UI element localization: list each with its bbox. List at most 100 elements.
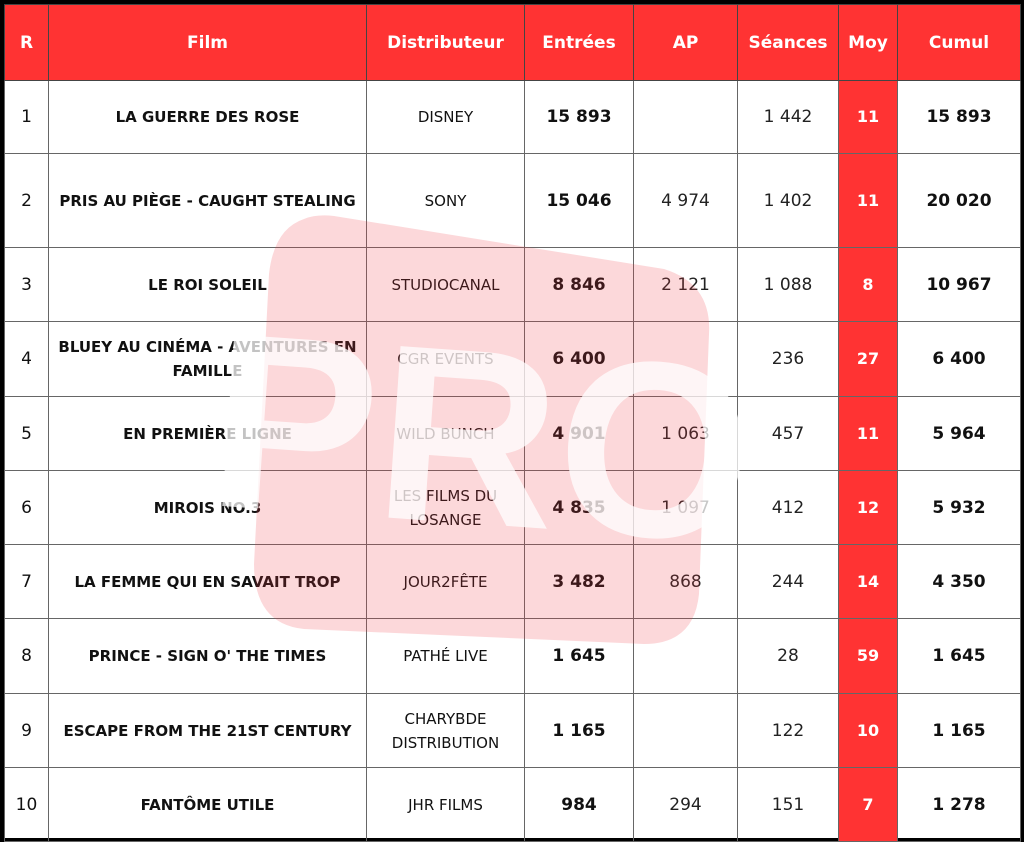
entries-cell: 15 893 [524,80,634,154]
screenings-cell: 122 [737,693,839,768]
screenings-cell: 244 [737,544,839,619]
table-row: 3 LE ROI SOLEIL STUDIOCANAL 8 846 2 121 1 088… [4,247,1021,322]
header-screenings: Séances [737,4,839,81]
entries-cell: 3 482 [524,544,634,619]
film-title-cell: PRINCE - SIGN O' THE TIMES [48,618,367,694]
ap-cell: 2 121 [633,247,738,322]
entries-cell: 1 645 [524,618,634,694]
average-cell: 11 [838,80,898,154]
table-row: 10 FANTÔME UTILE JHR FILMS 984 294 151 7 1 278 [4,767,1021,842]
distributor-cell: JOUR2FÊTE [366,544,525,619]
table-row: 4 BLUEY AU CINÉMA - AVENTURES EN FAMILLE C… [4,321,1021,397]
distributor-cell: STUDIOCANAL [366,247,525,322]
average-cell: 11 [838,153,898,248]
entries-cell: 8 846 [524,247,634,322]
header-row: R Film Distributeur Entrées AP Séances M… [4,4,1021,81]
film-title-cell: LA FEMME QUI EN SAVAIT TROP [48,544,367,619]
screenings-cell: 151 [737,767,839,842]
entries-cell: 984 [524,767,634,842]
rank-cell: 1 [4,80,49,154]
table-row: 2 PRIS AU PIÈGE - CAUGHT STEALING SONY 15 0… [4,153,1021,248]
rank-cell: 4 [4,321,49,397]
ap-cell [633,618,738,694]
average-cell: 14 [838,544,898,619]
cumulative-cell: 20 020 [897,153,1021,248]
header-distributor: Distributeur [366,4,525,81]
film-title-cell: ESCAPE FROM THE 21ST CENTURY [48,693,367,768]
box-office-table-container: R Film Distributeur Entrées AP Séances M… [4,4,1021,842]
film-title-cell: BLUEY AU CINÉMA - AVENTURES EN FAMILLE [48,321,367,397]
entries-cell: 6 400 [524,321,634,397]
film-title-cell: LA GUERRE DES ROSE [48,80,367,154]
average-cell: 11 [838,396,898,471]
distributor-cell: PATHÉ LIVE [366,618,525,694]
cumulative-cell: 5 932 [897,470,1021,545]
distributor-cell: CGR EVENTS [366,321,525,397]
ap-cell: 294 [633,767,738,842]
rank-cell: 7 [4,544,49,619]
entries-cell: 4 901 [524,396,634,471]
average-cell: 7 [838,767,898,842]
rank-cell: 3 [4,247,49,322]
header-ap: AP [633,4,738,81]
cumulative-cell: 15 893 [897,80,1021,154]
film-title-cell: EN PREMIÈRE LIGNE [48,396,367,471]
rank-cell: 8 [4,618,49,694]
rank-cell: 10 [4,767,49,842]
table-row: 6 MIROIS NO.3 LES FILMS DU LOSANGE 4 835 1 0… [4,470,1021,545]
film-title-cell: MIROIS NO.3 [48,470,367,545]
distributor-cell: WILD BUNCH [366,396,525,471]
average-cell: 8 [838,247,898,322]
distributor-cell: DISNEY [366,80,525,154]
header-average: Moy [838,4,898,81]
table-row: 8 PRINCE - SIGN O' THE TIMES PATHÉ LIVE 1 6… [4,618,1021,694]
header-film: Film [48,4,367,81]
ap-cell: 868 [633,544,738,619]
cumulative-cell: 10 967 [897,247,1021,322]
screenings-cell: 412 [737,470,839,545]
rank-cell: 2 [4,153,49,248]
cumulative-cell: 1 645 [897,618,1021,694]
ap-cell: 1 097 [633,470,738,545]
distributor-cell: JHR FILMS [366,767,525,842]
ap-cell: 4 974 [633,153,738,248]
screenings-cell: 236 [737,321,839,397]
header-cumulative: Cumul [897,4,1021,81]
distributor-cell: CHARYBDE DISTRIBUTION [366,693,525,768]
cumulative-cell: 5 964 [897,396,1021,471]
rank-cell: 6 [4,470,49,545]
screenings-cell: 1 402 [737,153,839,248]
table-row: 9 ESCAPE FROM THE 21ST CENTURY CHARYBDE DI… [4,693,1021,768]
entries-cell: 15 046 [524,153,634,248]
screenings-cell: 457 [737,396,839,471]
cumulative-cell: 4 350 [897,544,1021,619]
cumulative-cell: 6 400 [897,321,1021,397]
entries-cell: 4 835 [524,470,634,545]
box-office-table: R Film Distributeur Entrées AP Séances M… [4,4,1021,842]
average-cell: 12 [838,470,898,545]
screenings-cell: 1 088 [737,247,839,322]
screenings-cell: 1 442 [737,80,839,154]
table-row: 5 EN PREMIÈRE LIGNE WILD BUNCH 4 901 1 063 45… [4,396,1021,471]
table-row: 7 LA FEMME QUI EN SAVAIT TROP JOUR2FÊTE 3 4… [4,544,1021,619]
cumulative-cell: 1 278 [897,767,1021,842]
rank-cell: 9 [4,693,49,768]
cumulative-cell: 1 165 [897,693,1021,768]
ap-cell: 1 063 [633,396,738,471]
average-cell: 10 [838,693,898,768]
rank-cell: 5 [4,396,49,471]
distributor-cell: SONY [366,153,525,248]
ap-cell [633,80,738,154]
header-entries: Entrées [524,4,634,81]
entries-cell: 1 165 [524,693,634,768]
ap-cell [633,321,738,397]
header-rank: R [4,4,49,81]
film-title-cell: FANTÔME UTILE [48,767,367,842]
average-cell: 59 [838,618,898,694]
film-title-cell: PRIS AU PIÈGE - CAUGHT STEALING [48,153,367,248]
screenings-cell: 28 [737,618,839,694]
distributor-cell: LES FILMS DU LOSANGE [366,470,525,545]
ap-cell [633,693,738,768]
average-cell: 27 [838,321,898,397]
film-title-cell: LE ROI SOLEIL [48,247,367,322]
